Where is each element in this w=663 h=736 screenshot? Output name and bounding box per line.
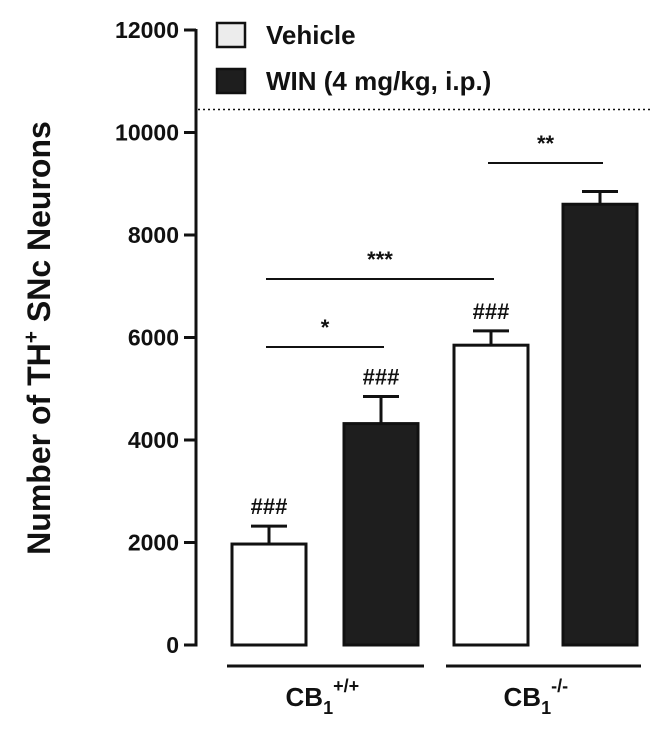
- y-tick-label: 4000: [128, 427, 179, 453]
- group-label: CB1-/-: [504, 676, 569, 718]
- significance-mark: ###: [363, 364, 400, 389]
- y-tick-label: 8000: [128, 222, 179, 248]
- legend-swatch-win: [215, 67, 247, 95]
- comparison-label: **: [537, 131, 555, 156]
- significance-mark: ###: [473, 299, 510, 324]
- y-tick-label: 6000: [128, 325, 179, 351]
- y-tick-label: 12000: [115, 17, 179, 43]
- annotations: #########******: [251, 131, 603, 519]
- legend-swatch-vehicle: [215, 21, 247, 49]
- axes: 0 2000 4000 6000 8000 10000 12000: [115, 17, 198, 658]
- bars: [230, 189, 639, 647]
- comparison-label: *: [321, 315, 330, 340]
- svg-text:Number of TH+ SNc Neurons: Number of TH+ SNc Neurons: [20, 121, 57, 555]
- bar-win: [561, 202, 639, 647]
- y-tick-label: 2000: [128, 530, 179, 556]
- significance-mark: ###: [251, 494, 288, 519]
- y-tick-label: 10000: [115, 120, 179, 146]
- legend-label: Vehicle: [266, 20, 356, 50]
- bar-win: [342, 422, 420, 647]
- legend: Vehicle WIN (4 mg/kg, i.p.): [215, 20, 491, 96]
- group-labels: CB1+/+ CB1-/-: [227, 664, 641, 718]
- y-axis-label: Number of TH+ SNc Neurons: [20, 121, 57, 555]
- legend-label: WIN (4 mg/kg, i.p.): [266, 66, 491, 96]
- bar-vehicle: [452, 343, 530, 647]
- y-tick-label: 0: [166, 632, 179, 658]
- comparison-label: ***: [367, 247, 393, 272]
- group-label: CB1+/+: [286, 676, 360, 718]
- bar-vehicle: [230, 542, 308, 647]
